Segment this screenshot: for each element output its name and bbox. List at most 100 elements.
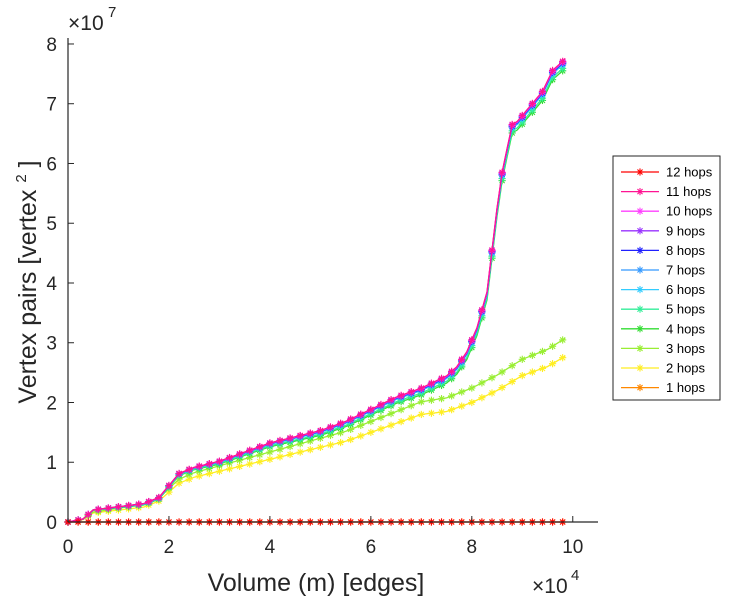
series-point-2-hops bbox=[276, 453, 284, 461]
series-point-11-hops bbox=[498, 168, 506, 176]
series-point-2-hops bbox=[357, 432, 365, 440]
legend-label-9-hops: 9 hops bbox=[666, 223, 706, 238]
series-point-11-hops bbox=[326, 423, 335, 431]
x-multiplier-exp: 4 bbox=[571, 567, 579, 584]
legend-marker-11-hops bbox=[636, 188, 644, 196]
series-point-2-hops bbox=[326, 441, 335, 449]
x-multiplier-base: ×10 bbox=[532, 575, 568, 598]
series-point-2-hops bbox=[468, 398, 476, 407]
series-point-11-hops bbox=[417, 384, 425, 392]
series-line-4-hops bbox=[67, 67, 566, 523]
series-point-3-hops bbox=[559, 336, 567, 344]
series-point-11-hops bbox=[124, 501, 133, 510]
legend-label-11-hops: 11 hops bbox=[666, 184, 712, 199]
series-point-3-hops bbox=[458, 388, 466, 396]
series-point-11-hops bbox=[508, 120, 516, 129]
series-point-3-hops bbox=[498, 368, 506, 376]
series-point-2-hops bbox=[336, 438, 345, 447]
series-point-11-hops bbox=[165, 481, 173, 490]
series-point-2-hops bbox=[397, 418, 405, 426]
legend-marker-7-hops bbox=[636, 266, 644, 274]
series-point-3-hops bbox=[518, 355, 526, 363]
series-point-11-hops bbox=[427, 379, 436, 387]
y-tick-label: 8 bbox=[46, 35, 57, 56]
y-tick-label: 2 bbox=[46, 393, 57, 414]
series-line-5-hops bbox=[67, 65, 566, 523]
legend-label-12-hops: 12 hops bbox=[666, 165, 713, 180]
series-point-11-hops bbox=[347, 415, 355, 423]
series-point-11-hops bbox=[175, 469, 183, 478]
series-point-11-hops bbox=[357, 410, 365, 418]
legend-marker-1-hops bbox=[636, 384, 644, 392]
series-point-2-hops bbox=[377, 425, 385, 433]
series-point-3-hops bbox=[468, 384, 476, 392]
series-7-hops bbox=[64, 60, 567, 526]
series-point-3-hops bbox=[448, 392, 456, 400]
legend-marker-5-hops bbox=[636, 305, 644, 313]
series-point-2-hops bbox=[347, 435, 355, 444]
series-point-11-hops bbox=[266, 439, 274, 447]
series-line-8-hops bbox=[67, 59, 566, 523]
y-tick-label: 7 bbox=[46, 95, 57, 116]
series-point-11-hops bbox=[205, 460, 213, 468]
series-point-11-hops bbox=[548, 66, 557, 74]
series-point-11-hops bbox=[559, 57, 567, 65]
series-point-2-hops bbox=[427, 409, 436, 417]
series-point-3-hops bbox=[478, 379, 486, 387]
x-tick-label: 8 bbox=[467, 537, 478, 558]
series-point-3-hops bbox=[437, 395, 446, 403]
legend-label-10-hops: 10 hops bbox=[666, 204, 713, 219]
series-point-11-hops bbox=[225, 453, 234, 462]
y-multiplier-base: ×10 bbox=[68, 12, 104, 35]
series-line-3-hops bbox=[67, 337, 566, 523]
series-8-hops bbox=[64, 59, 567, 526]
series-point-2-hops bbox=[316, 443, 324, 451]
series-point-11-hops bbox=[528, 99, 536, 107]
series-point-2-hops bbox=[236, 462, 244, 471]
series-point-3-hops bbox=[417, 398, 425, 406]
series-point-2-hops bbox=[498, 383, 506, 392]
y-tick-label: 5 bbox=[46, 214, 57, 235]
series-point-11-hops bbox=[468, 336, 476, 344]
series-point-11-hops bbox=[458, 355, 466, 363]
series-point-2-hops bbox=[266, 455, 274, 463]
series-point-2-hops bbox=[367, 428, 375, 436]
series-point-11-hops bbox=[448, 367, 456, 375]
series-point-3-hops bbox=[538, 347, 547, 356]
legend-label-2-hops: 2 hops bbox=[666, 361, 706, 376]
x-tick-label: 0 bbox=[63, 537, 74, 558]
series-point-3-hops bbox=[407, 402, 415, 410]
series-point-11-hops bbox=[94, 505, 102, 513]
x-tick-label: 10 bbox=[562, 537, 583, 558]
series-point-2-hops bbox=[548, 360, 557, 368]
series-point-11-hops bbox=[296, 431, 304, 440]
y-tick-label: 3 bbox=[46, 334, 57, 355]
y-axis-label-sup: 2 bbox=[13, 174, 30, 182]
legend-marker-4-hops bbox=[636, 325, 644, 333]
series-9-hops bbox=[64, 58, 567, 526]
x-tick-label: 2 bbox=[164, 537, 175, 558]
legend-label-4-hops: 4 hops bbox=[666, 321, 706, 336]
series-point-11-hops bbox=[84, 510, 92, 518]
series-point-2-hops bbox=[306, 446, 314, 454]
legend-label-1-hops: 1 hops bbox=[666, 380, 706, 395]
series-point-11-hops bbox=[397, 391, 405, 399]
series-point-3-hops bbox=[528, 351, 536, 359]
y-tick-label: 0 bbox=[46, 513, 57, 534]
series-layer bbox=[64, 57, 567, 526]
series-point-11-hops bbox=[387, 395, 395, 404]
series-3-hops bbox=[64, 336, 567, 526]
x-tick-label: 4 bbox=[265, 537, 276, 558]
series-point-11-hops bbox=[195, 462, 203, 470]
series-point-11-hops bbox=[155, 493, 163, 502]
series-11-hops bbox=[64, 57, 567, 526]
series-point-2-hops bbox=[478, 394, 486, 402]
y-tick-label: 1 bbox=[46, 453, 57, 474]
series-point-2-hops bbox=[387, 421, 395, 429]
legend-marker-6-hops bbox=[636, 286, 644, 294]
series-10-hops bbox=[64, 58, 567, 526]
legend-marker-3-hops bbox=[636, 344, 644, 352]
series-point-11-hops bbox=[215, 457, 224, 465]
series-point-3-hops bbox=[427, 396, 436, 404]
